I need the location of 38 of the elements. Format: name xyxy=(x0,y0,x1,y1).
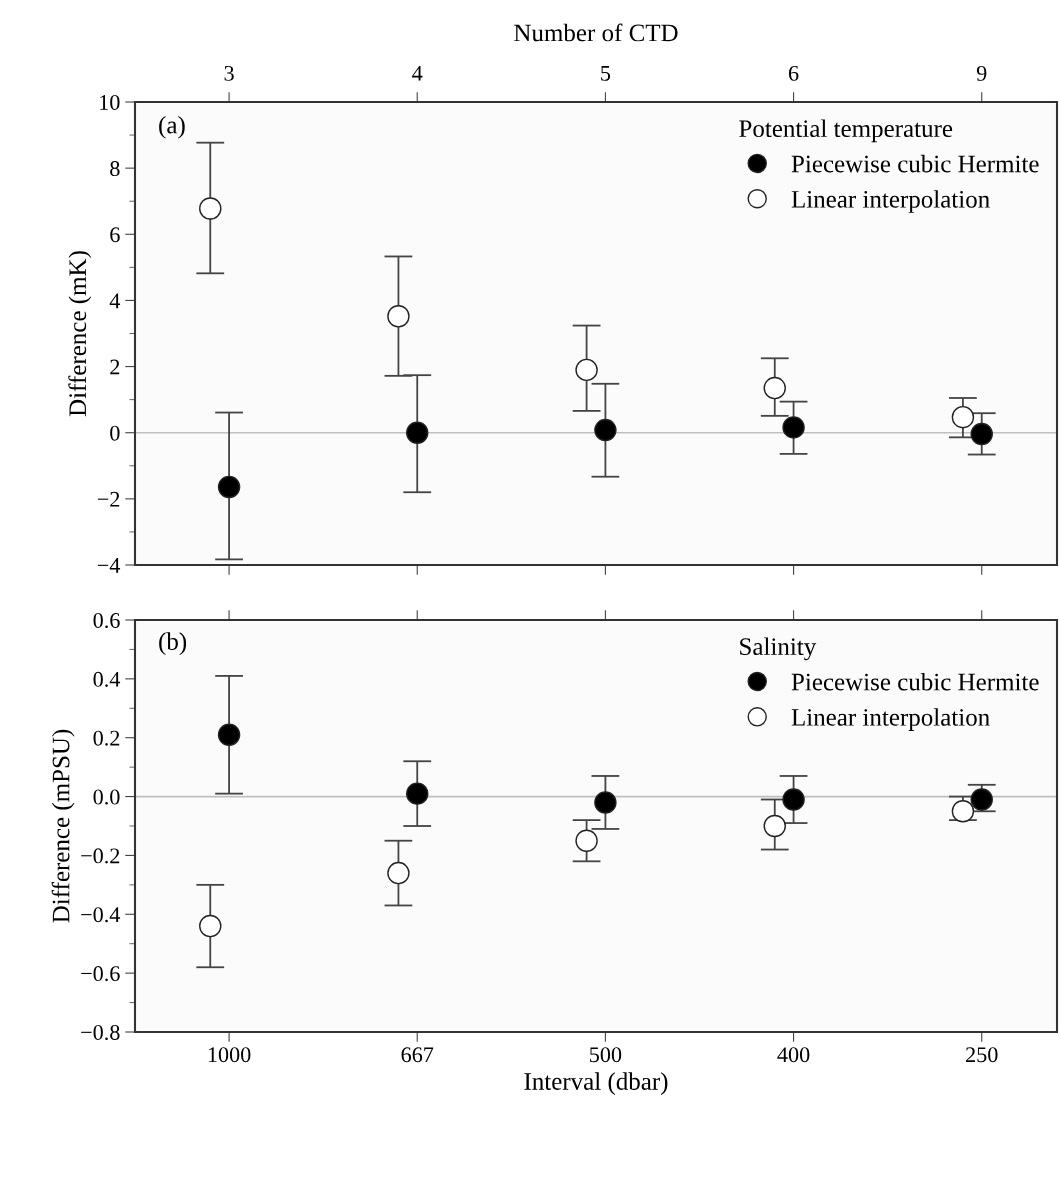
legend-title: Salinity xyxy=(740,637,817,661)
legend-label: Linear interpolation xyxy=(791,190,990,213)
x-axis-title: Interval (dbar) xyxy=(524,1072,668,1095)
y-axis-title: Difference (mPSU) xyxy=(51,729,75,923)
y-tick-label: 8 xyxy=(110,161,120,177)
annotation: (a) xyxy=(159,115,185,139)
annotation: 5 xyxy=(601,66,611,81)
y-tick-label: 0.6 xyxy=(93,612,120,629)
y-tick-label: 0.0 xyxy=(93,789,120,805)
y-tick-label: 4 xyxy=(109,293,121,309)
x-tick-label: 667 xyxy=(401,1047,434,1063)
y-tick-label: 0.2 xyxy=(93,730,120,746)
y-tick-label: −0.4 xyxy=(81,907,121,923)
annotation: 9 xyxy=(976,65,987,81)
x2-axis-title: Number of CTD xyxy=(514,23,678,42)
annotation: (b) xyxy=(159,632,187,656)
legend-title: Potential temperature xyxy=(739,119,953,143)
x-tick-label: 1000 xyxy=(208,1047,251,1063)
annotation: 3 xyxy=(224,65,234,81)
y-tick-label: −2 xyxy=(97,491,120,507)
y-tick-label: −0.8 xyxy=(81,1024,120,1041)
legend-label: Piecewise cubic Hermite xyxy=(791,672,1039,691)
x-tick-label: 500 xyxy=(590,1047,622,1063)
x-tick-label: 400 xyxy=(777,1047,810,1063)
y-tick-label: 2 xyxy=(110,359,120,375)
y-tick-label: −4 xyxy=(97,558,121,573)
y-axis-title: Difference (mK) xyxy=(68,251,92,417)
y-tick-label: 0.4 xyxy=(93,671,121,687)
y-tick-label: −0.6 xyxy=(81,966,120,982)
annotation: 6 xyxy=(788,65,799,81)
annotation: 4 xyxy=(412,65,423,81)
y-tick-label: 0 xyxy=(110,425,120,441)
y-tick-label: −0.2 xyxy=(81,848,120,864)
legend-label: Linear interpolation xyxy=(791,708,990,731)
legend-label: Piecewise cubic Hermite xyxy=(791,154,1039,173)
x-tick-label: 250 xyxy=(966,1047,998,1063)
y-tick-label: 6 xyxy=(110,227,120,243)
y-tick-label: 10 xyxy=(100,94,120,110)
